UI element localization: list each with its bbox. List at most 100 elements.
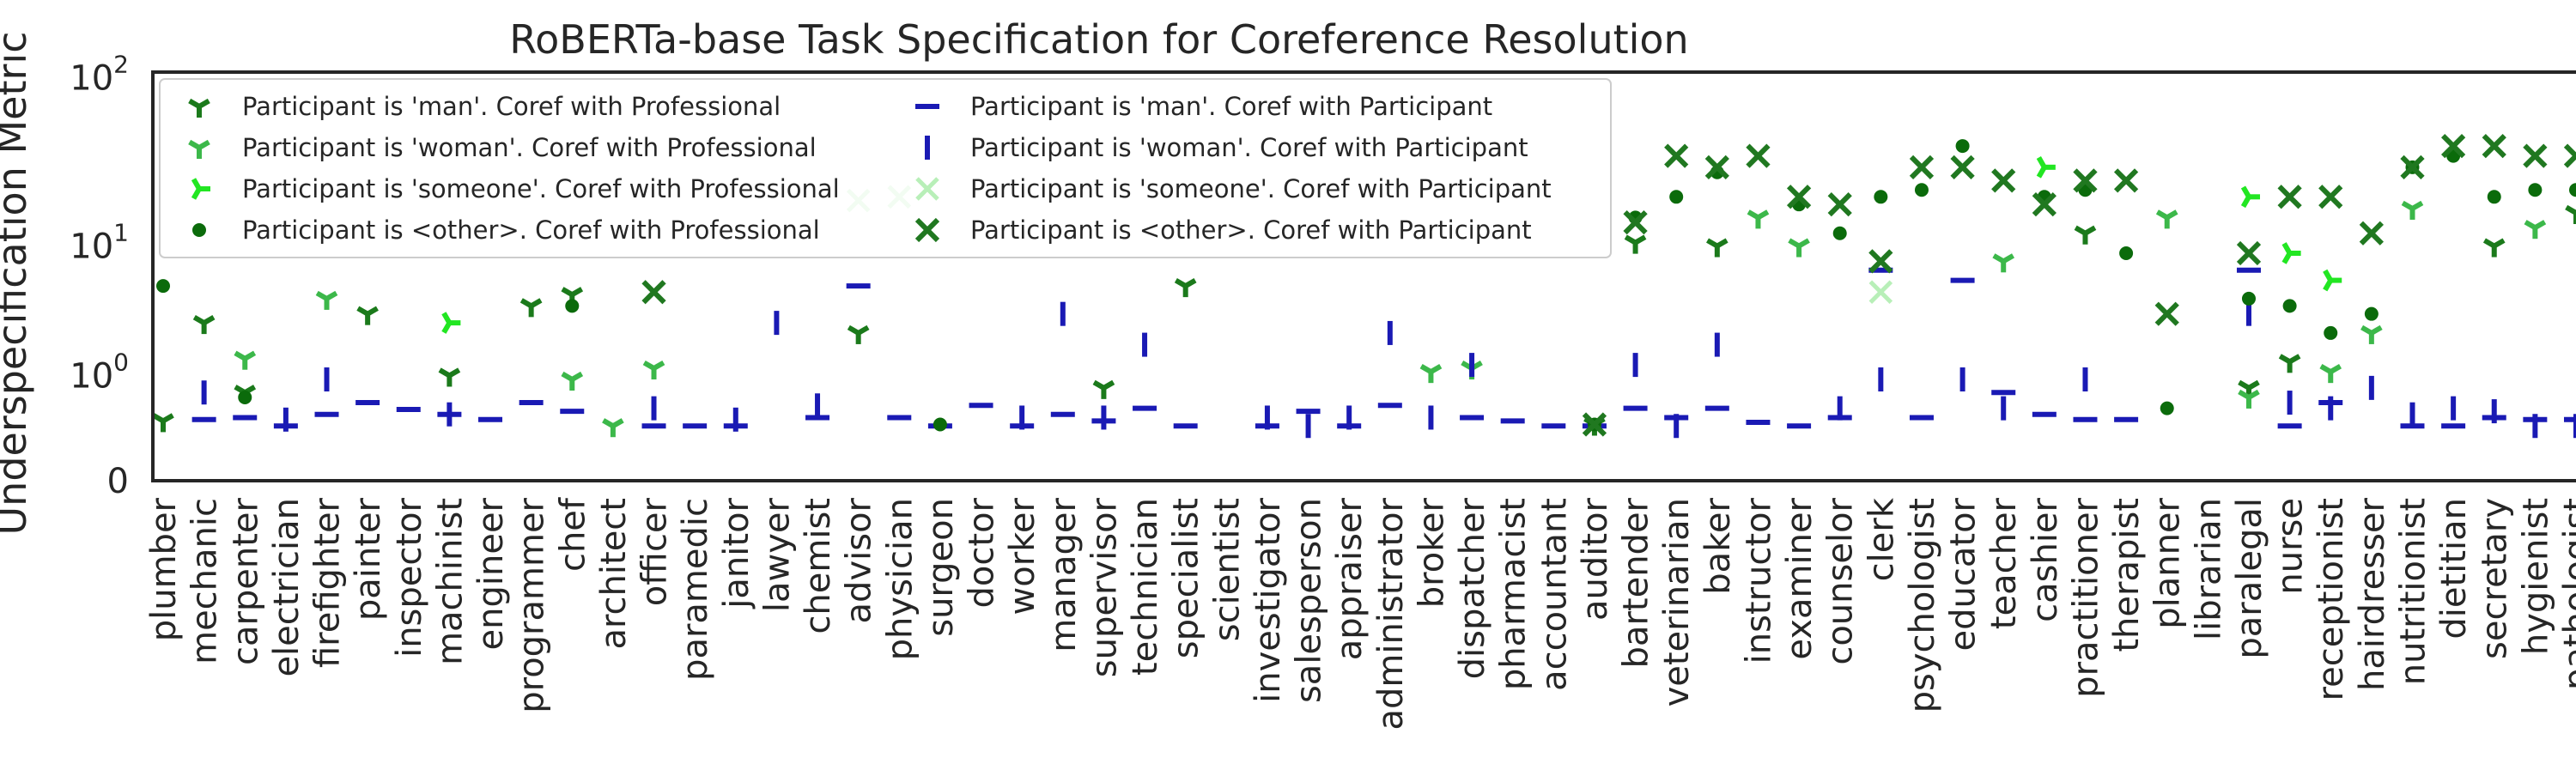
x-tick-label: pharmacist	[1494, 498, 1534, 690]
y-tick-exponent: 0	[113, 348, 129, 376]
data-point	[2360, 324, 2383, 344]
y-tick-exponent: 1	[113, 219, 129, 247]
data-point	[2032, 192, 2057, 217]
legend-label: Participant is 'someone'. Coref with Pro…	[242, 174, 840, 203]
data-point	[1992, 253, 2015, 273]
x-tick-label: dietitian	[2434, 498, 2474, 640]
x-tick-label: teacher	[1984, 497, 2024, 629]
data-point	[2074, 225, 2097, 245]
x-tick-label: receptionist	[2312, 498, 2351, 700]
data-point	[2359, 221, 2384, 246]
data-point	[2440, 133, 2466, 159]
data-point	[2523, 143, 2548, 168]
data-point	[2113, 168, 2139, 193]
data-point	[152, 413, 174, 433]
legend-label: Participant is 'woman'. Coref with Parti…	[970, 133, 1528, 162]
data-point	[1706, 238, 1728, 258]
data-point	[2528, 183, 2543, 197]
data-point	[2282, 299, 2297, 313]
data-point	[356, 306, 379, 325]
y-tick-label: 100	[70, 348, 129, 396]
x-tick-label: bartender	[1617, 497, 1656, 668]
x-tick-label: painter	[349, 497, 388, 621]
x-tick-label: specialist	[1167, 498, 1206, 658]
data-point	[2238, 389, 2260, 409]
y-tick-label: 102	[70, 50, 129, 98]
data-point	[1827, 192, 1852, 217]
x-tick-label: nurse	[2271, 498, 2311, 595]
plot-frame	[151, 70, 2576, 482]
data-point	[2364, 306, 2379, 321]
data-point	[2482, 238, 2506, 258]
data-point	[2400, 155, 2425, 179]
data-point	[2160, 401, 2174, 415]
data-point	[1909, 155, 1935, 179]
data-point	[156, 279, 170, 294]
data-point	[438, 367, 461, 387]
y-tick-exponent: 2	[113, 50, 129, 78]
data-point	[238, 390, 252, 404]
data-point	[2236, 240, 2262, 266]
series-8	[641, 133, 2576, 437]
series-4	[201, 301, 2576, 439]
legend-marker	[915, 177, 939, 201]
x-tick-label: secretary	[2476, 498, 2515, 659]
data-point	[847, 324, 870, 344]
data-point	[2155, 209, 2178, 229]
data-point	[1991, 168, 2016, 193]
legend-marker	[914, 217, 940, 243]
x-tick-label: broker	[1412, 497, 1451, 608]
legend: Participant is 'man'. Coref with Profess…	[159, 78, 1612, 258]
x-tick-label: nutritionist	[2393, 498, 2433, 685]
x-tick-label: chemist	[799, 498, 838, 634]
data-point	[1874, 190, 1888, 204]
data-point	[1664, 143, 1689, 168]
legend-label: Participant is 'woman'. Coref with Profe…	[242, 133, 817, 162]
x-tick-label: physician	[880, 498, 920, 660]
data-point	[2563, 143, 2576, 168]
data-point	[2323, 269, 2342, 292]
x-tick-label: janitor	[717, 497, 756, 609]
data-point	[641, 280, 666, 305]
legend-marker	[188, 98, 210, 118]
data-point	[1788, 238, 1810, 258]
legend-marker	[192, 223, 206, 237]
x-tick-label: officer	[635, 497, 675, 606]
data-point	[441, 312, 461, 334]
data-point	[642, 360, 665, 380]
x-tick-label: programmer	[513, 497, 552, 712]
x-axis-ticks: plumber mechanic carpenter electrician firef…	[144, 497, 2576, 730]
data-point	[2565, 204, 2576, 225]
x-tick-label: practitioner	[2066, 497, 2105, 697]
data-point	[1624, 234, 1647, 254]
data-point	[2119, 246, 2134, 260]
x-tick-label: paramedic	[676, 498, 715, 681]
data-point	[2319, 364, 2342, 384]
x-tick-label: psychologist	[1903, 498, 1942, 712]
x-tick-label: cashier	[2026, 497, 2065, 621]
x-tick-label: counselor	[1821, 497, 1861, 664]
x-tick-label: auditor	[1576, 497, 1615, 621]
data-point	[1092, 379, 1115, 399]
x-tick-label: carpenter	[226, 497, 265, 665]
data-point	[561, 371, 584, 391]
data-point	[1747, 209, 1770, 229]
x-tick-label: planner	[2148, 497, 2188, 628]
x-tick-label: doctor	[963, 497, 1002, 608]
data-point	[2569, 183, 2576, 197]
legend-label: Participant is 'man'. Coref with Partici…	[970, 92, 1492, 121]
series-3	[234, 200, 2547, 438]
legend-label: Participant is <other>. Coref with Parti…	[970, 215, 1532, 245]
x-tick-label: baker	[1698, 497, 1738, 594]
data-point	[2318, 185, 2343, 209]
y-tick-label: 0	[107, 462, 129, 501]
data-point	[2487, 190, 2501, 204]
x-tick-label: pathologist	[2557, 498, 2576, 690]
x-tick-label: mechanic	[185, 498, 225, 664]
data-point	[933, 417, 947, 432]
data-point	[519, 298, 543, 318]
data-point	[2277, 185, 2302, 209]
data-point	[1174, 278, 1197, 298]
